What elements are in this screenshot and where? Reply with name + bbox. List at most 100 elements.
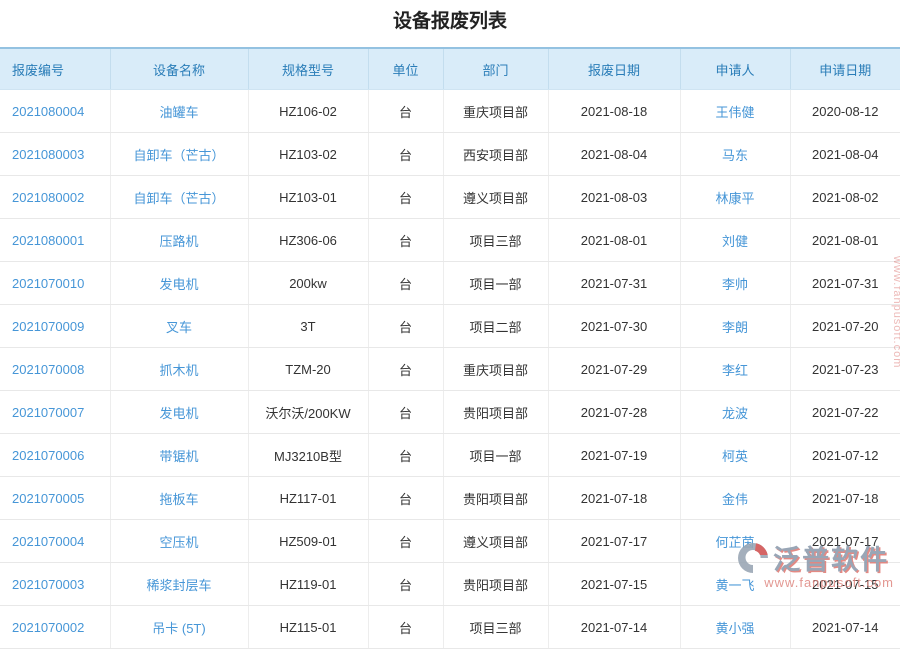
cell: 稀浆封层车 (109, 562, 249, 606)
table-row: 2021070006 带锯机 MJ3210B型台项目一部 2021-07-19 柯英 20… (0, 433, 900, 477)
cell: 拖板车 (109, 476, 249, 520)
cell: TZM-20 (247, 347, 369, 391)
cell-link[interactable]: 柯英 (721, 448, 748, 464)
cell: 2021-07-12 (789, 433, 900, 477)
cell-link[interactable]: 2021070009 (12, 318, 85, 334)
cell: 2021070008 (0, 347, 111, 391)
cell-link[interactable]: 2021080003 (12, 146, 85, 162)
cell-link[interactable]: 2021070007 (12, 404, 85, 420)
cell-link[interactable]: 2021080002 (12, 189, 85, 205)
cell: 带锯机 (109, 433, 249, 477)
cell-link[interactable]: 空压机 (159, 534, 199, 550)
cell: 柯英 (679, 433, 791, 477)
column-header-7: 申请日期 (789, 47, 900, 90)
cell-link[interactable]: 叉车 (165, 319, 192, 335)
cell: 2021-07-22 (789, 390, 900, 434)
cell-link[interactable]: 2021070008 (12, 361, 85, 377)
cell-link[interactable]: 2021070004 (12, 533, 85, 549)
cell-link[interactable]: 李朗 (721, 319, 748, 335)
cell: 2021080001 (0, 218, 111, 262)
column-header-5: 报废日期 (547, 47, 681, 90)
cell: HZ306-06 (247, 218, 369, 262)
cell-link[interactable]: 马东 (721, 147, 748, 163)
cell: 2021-07-20 (789, 304, 900, 348)
cell: 2021080002 (0, 175, 111, 219)
cell: 自卸车（芒古） (109, 132, 249, 176)
cell: 台 (367, 390, 444, 434)
cell-link[interactable]: 2021080004 (12, 103, 85, 119)
cell-link[interactable]: 2021070002 (12, 619, 85, 635)
cell: 2021070004 (0, 519, 111, 563)
cell: 2021-07-19 (547, 433, 681, 477)
cell-link[interactable]: 2021070005 (12, 490, 85, 506)
cell-link[interactable]: 黄小强 (715, 620, 755, 636)
cell: 2021080004 (0, 89, 111, 133)
cell: 2021-08-03 (547, 175, 681, 219)
cell: 2021-07-23 (789, 347, 900, 391)
cell: HZ106-02 (247, 89, 369, 133)
cell: 项目一部 (442, 433, 549, 477)
table-row: 2021070002 吊卡 (5T) HZ115-01 台项目三部 2021-07-14… (0, 605, 900, 649)
cell: 重庆项目部 (442, 89, 549, 133)
cell-link[interactable]: 发电机 (159, 405, 199, 421)
cell: 2021080003 (0, 132, 111, 176)
cell-link[interactable]: 2021070006 (12, 447, 85, 463)
cell-link[interactable]: 稀浆封层车 (146, 577, 212, 593)
cell: 2021-07-31 (547, 261, 681, 305)
cell: 黄一飞 (679, 562, 791, 606)
cell-link[interactable]: 李帅 (721, 276, 748, 292)
cell-link[interactable]: 刘健 (721, 233, 748, 249)
table-row: 2021070010 发电机 200kw 台项目一部 2021-07-31 李帅 2021-… (0, 261, 900, 305)
cell: 贵阳项目部 (442, 476, 549, 520)
cell-link[interactable]: 林康平 (715, 190, 755, 206)
column-header-1: 设备名称 (109, 47, 249, 90)
cell: 2021-08-01 (547, 218, 681, 262)
cell-link[interactable]: 发电机 (159, 276, 199, 292)
cell: 台 (367, 175, 444, 219)
cell-link[interactable]: 压路机 (159, 233, 199, 249)
cell: 油罐车 (109, 89, 249, 133)
table-row: 2021080002 自卸车（芒古） HZ103-01 台遵义项目部 2021-08-0… (0, 175, 900, 219)
cell: 2021070005 (0, 476, 111, 520)
cell: 2021-07-15 (547, 562, 681, 606)
cell-link[interactable]: 龙波 (721, 405, 748, 421)
cell-link[interactable]: 油罐车 (159, 104, 199, 120)
cell: 台 (367, 347, 444, 391)
cell-link[interactable]: 带锯机 (159, 448, 199, 464)
cell: 台 (367, 562, 444, 606)
table-row: 2021070004 空压机 HZ509-01 台遵义项目部 2021-07-17 何芷茵… (0, 519, 900, 563)
column-header-0: 报废编号 (0, 47, 111, 90)
cell: 遵义项目部 (442, 175, 549, 219)
cell: HZ117-01 (247, 476, 369, 520)
cell: 西安项目部 (442, 132, 549, 176)
cell: 台 (367, 218, 444, 262)
cell-link[interactable]: 自卸车（芒古） (133, 190, 225, 206)
cell-link[interactable]: 2021080001 (12, 232, 85, 248)
cell-link[interactable]: 自卸车（芒古） (133, 147, 225, 163)
cell: 2021-07-18 (789, 476, 900, 520)
cell: 李帅 (679, 261, 791, 305)
cell: 2021-07-14 (547, 605, 681, 649)
cell-link[interactable]: 拖板车 (159, 491, 199, 507)
cell-link[interactable]: 金伟 (721, 491, 748, 507)
page-title: 设备报废列表 (392, 11, 507, 32)
cell-link[interactable]: 2021070003 (12, 576, 85, 592)
table-row: 2021070009 叉车 3T 台项目二部 2021-07-30 李朗 2021-07-2… (0, 304, 900, 348)
cell: 台 (367, 132, 444, 176)
cell: 王伟健 (679, 89, 791, 133)
cell: 2021-07-29 (547, 347, 681, 391)
cell-link[interactable]: 2021070010 (12, 275, 85, 291)
cell: 2021-08-01 (789, 218, 900, 262)
cell: 项目二部 (442, 304, 549, 348)
cell-link[interactable]: 抓木机 (159, 362, 199, 378)
cell-link[interactable]: 黄一飞 (715, 577, 755, 593)
cell: 自卸车（芒古） (109, 175, 249, 219)
cell-link[interactable]: 李红 (721, 362, 748, 378)
cell: 台 (367, 89, 444, 133)
cell-link[interactable]: 何芷茵 (715, 534, 755, 550)
cell-link[interactable]: 吊卡 (5T) (152, 620, 206, 636)
cell: 吊卡 (5T) (109, 605, 249, 649)
cell: 2021-07-28 (547, 390, 681, 434)
cell-link[interactable]: 王伟健 (715, 104, 755, 120)
cell: 2021070009 (0, 304, 111, 348)
